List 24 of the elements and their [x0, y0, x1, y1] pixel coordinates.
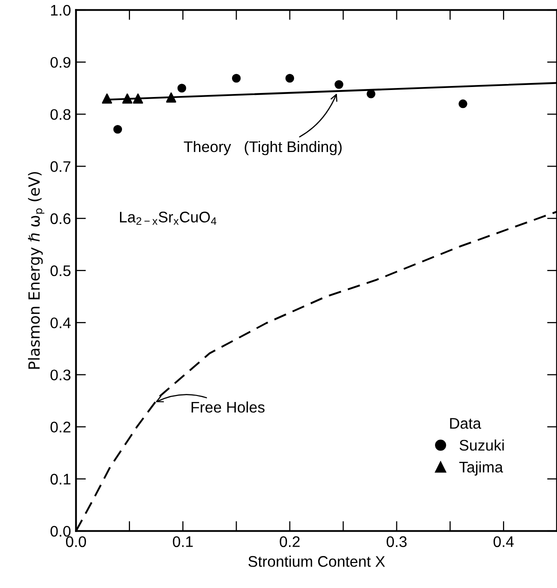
y-tick-label: 0.3 — [50, 370, 70, 380]
y-tick-label: 0.0 — [50, 526, 71, 537]
y-tick-label: 0.1 — [50, 474, 70, 485]
legend-label: Tajima — [459, 461, 504, 476]
y-tick-label: 0.2 — [50, 422, 70, 432]
x-axis-title: Strontium Content X — [248, 556, 385, 567]
y-tick-label: 0.9 — [50, 56, 70, 68]
x-tick-label: 0.1 — [172, 536, 193, 548]
y-tick-label: 0.5 — [50, 265, 70, 276]
y-tick-label: 0.6 — [50, 213, 70, 224]
y-tick-label: 0.7 — [50, 161, 70, 172]
annotation: Theory (Tight Binding) — [184, 140, 342, 156]
annotation: Free Holes — [192, 401, 265, 413]
legend-label: Suzuki — [460, 439, 504, 451]
x-tick-label: 0.3 — [386, 536, 407, 548]
x-tick-label: 0.0 — [66, 536, 86, 548]
y-tick-label: 1.0 — [51, 4, 71, 16]
annotation: La$_{2−x}$Sr$_{x}$CuO$_{4}$ — [120, 212, 216, 225]
y-tick-label: 0.8 — [50, 109, 70, 120]
y-axis-title: Plasmon Energy ℏ ω$_{p}$ (eV) — [28, 172, 44, 369]
x-tick-label: 0.2 — [280, 536, 300, 548]
y-tick-label: 0.4 — [50, 317, 71, 328]
legend-title: Data — [450, 418, 482, 429]
x-tick-label: 0.4 — [494, 536, 514, 548]
